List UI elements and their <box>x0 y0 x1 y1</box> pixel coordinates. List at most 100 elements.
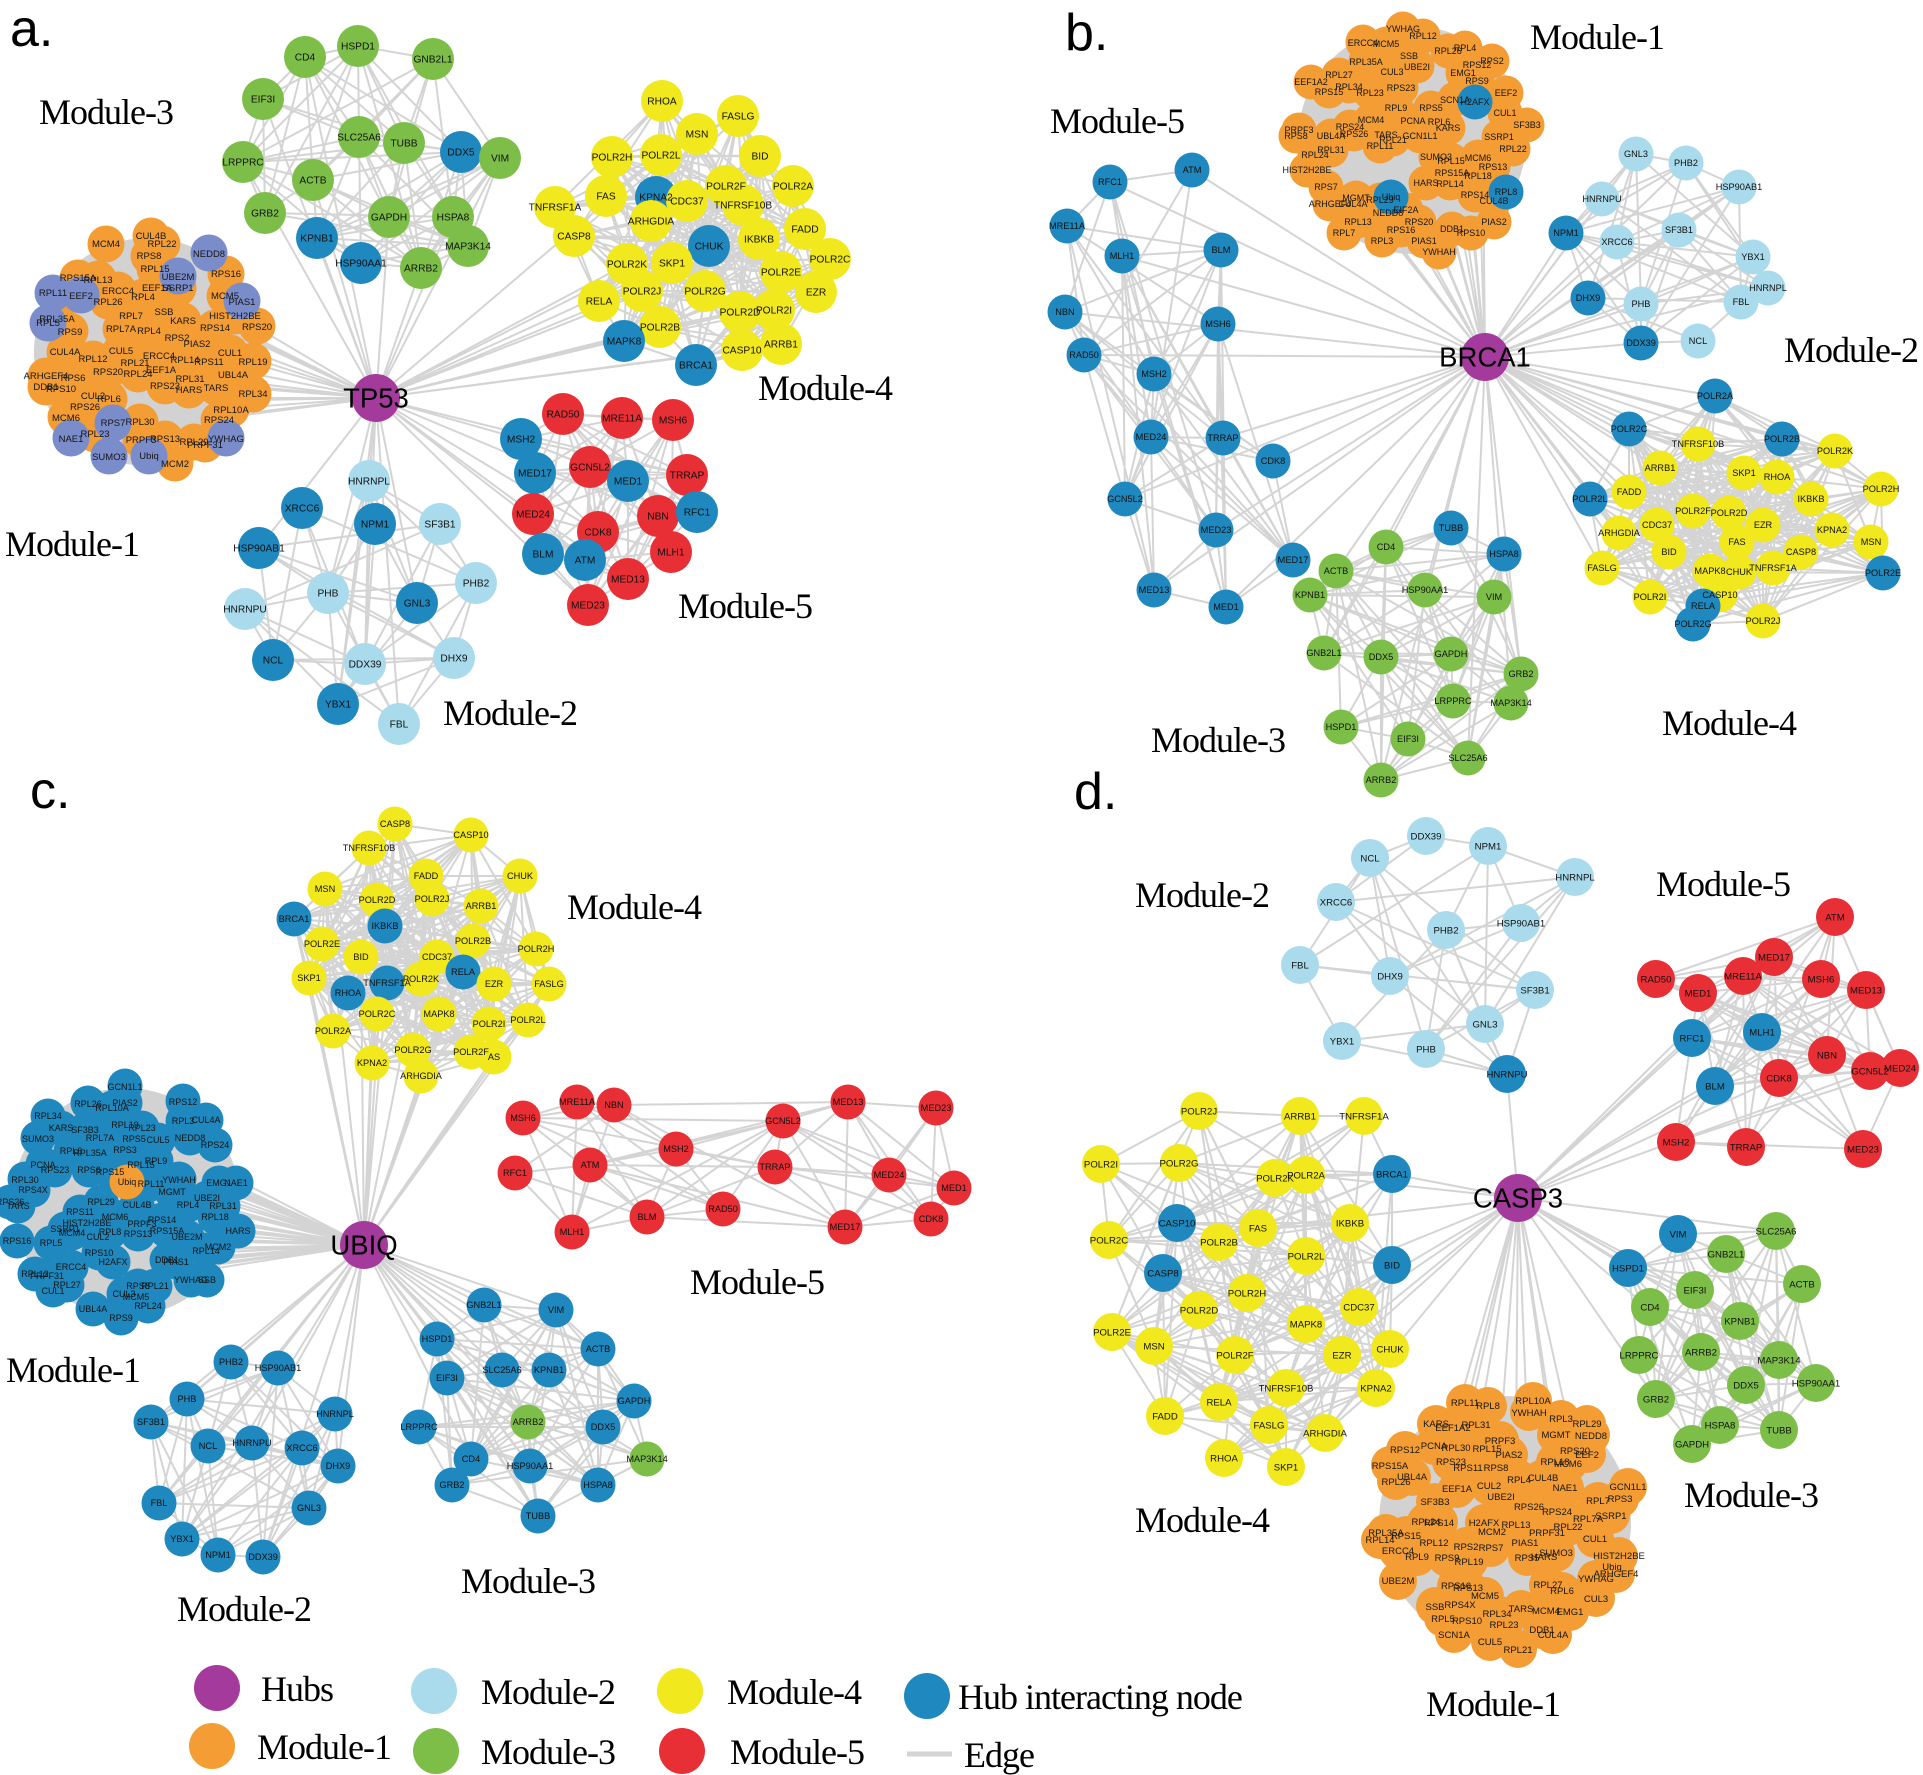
svg-text:ACTB: ACTB <box>586 1344 611 1354</box>
svg-text:XRCC6: XRCC6 <box>1320 897 1353 908</box>
svg-text:RPL10A: RPL10A <box>95 1103 129 1113</box>
svg-text:MCM6: MCM6 <box>52 413 80 424</box>
svg-text:Module-2: Module-2 <box>1784 330 1918 370</box>
svg-text:TRRAP: TRRAP <box>1207 433 1238 443</box>
svg-text:RPL35A: RPL35A <box>1349 57 1383 67</box>
svg-text:POLR2B: POLR2B <box>640 323 680 334</box>
svg-text:YBX1: YBX1 <box>1330 1036 1355 1047</box>
svg-text:Module-2: Module-2 <box>481 1672 615 1712</box>
svg-text:MSH6: MSH6 <box>510 1113 536 1123</box>
svg-text:POLR2B: POLR2B <box>1764 434 1800 444</box>
svg-text:RPS15A: RPS15A <box>60 273 97 284</box>
svg-text:DHX9: DHX9 <box>1576 293 1601 303</box>
svg-text:RPL15: RPL15 <box>1437 156 1465 166</box>
svg-text:HSPD1: HSPD1 <box>341 42 375 53</box>
svg-text:BID: BID <box>353 952 369 962</box>
svg-text:RPS2: RPS2 <box>165 333 190 344</box>
svg-text:HSP90AB1: HSP90AB1 <box>233 544 285 555</box>
svg-text:RPS26: RPS26 <box>1514 1502 1544 1513</box>
svg-text:MRE11A: MRE11A <box>559 1097 596 1107</box>
svg-text:SCN1A: SCN1A <box>1440 95 1470 105</box>
svg-text:MED1: MED1 <box>941 1183 967 1193</box>
svg-text:CASP8: CASP8 <box>380 819 410 829</box>
svg-text:POLR2C: POLR2C <box>1611 424 1648 434</box>
svg-text:CUL2: CUL2 <box>1477 1481 1501 1492</box>
svg-text:PRPF3: PRPF3 <box>127 1219 156 1229</box>
svg-text:POLR2H: POLR2H <box>518 944 555 954</box>
svg-text:GNB2L1: GNB2L1 <box>1306 648 1341 658</box>
svg-text:MCM6: MCM6 <box>1554 1459 1582 1470</box>
svg-text:HARS: HARS <box>225 1226 250 1236</box>
svg-text:CD4: CD4 <box>295 53 316 64</box>
svg-text:POLR2I: POLR2I <box>1084 1159 1118 1170</box>
svg-text:HNRNPL: HNRNPL <box>316 1409 354 1419</box>
svg-text:DDX39: DDX39 <box>349 660 382 671</box>
svg-text:XRCC6: XRCC6 <box>286 1443 317 1453</box>
svg-text:RPL7: RPL7 <box>1586 1496 1610 1507</box>
svg-text:TNFRSF1A: TNFRSF1A <box>1339 1111 1389 1122</box>
svg-text:HSPA8: HSPA8 <box>583 1480 612 1490</box>
svg-text:RHOA: RHOA <box>1210 1453 1238 1464</box>
svg-text:POLR2J: POLR2J <box>1746 616 1781 626</box>
svg-text:MED24: MED24 <box>874 1170 905 1180</box>
svg-text:RPL31: RPL31 <box>1317 145 1345 155</box>
svg-text:RPS20: RPS20 <box>1560 1446 1590 1457</box>
svg-text:MED1: MED1 <box>1213 602 1239 612</box>
svg-text:MAP3K14: MAP3K14 <box>626 1454 667 1464</box>
svg-text:SUMO3: SUMO3 <box>22 1134 54 1144</box>
svg-text:POLR2E: POLR2E <box>1093 1327 1131 1338</box>
svg-text:EIF3I: EIF3I <box>436 1373 458 1383</box>
svg-text:KARS: KARS <box>170 316 196 327</box>
svg-text:HNRNPL: HNRNPL <box>1749 283 1787 293</box>
svg-text:DHX9: DHX9 <box>1377 971 1403 982</box>
svg-text:RPS20: RPS20 <box>1405 217 1434 227</box>
svg-text:PIAS2: PIAS2 <box>1481 217 1507 227</box>
svg-text:CASP8: CASP8 <box>1786 547 1816 557</box>
svg-text:RPL8: RPL8 <box>99 1227 122 1237</box>
svg-text:SLC25A6: SLC25A6 <box>337 133 381 144</box>
svg-text:TNFRSF1A: TNFRSF1A <box>1749 563 1797 573</box>
svg-text:FADD: FADD <box>1152 1411 1178 1422</box>
svg-text:SF3B1: SF3B1 <box>137 1417 165 1427</box>
svg-text:RPS7: RPS7 <box>101 418 126 429</box>
svg-text:ARHGDIA: ARHGDIA <box>1598 528 1641 538</box>
svg-text:EIF3I: EIF3I <box>251 95 275 106</box>
svg-text:HSPD1: HSPD1 <box>422 1334 453 1344</box>
svg-text:MSN: MSN <box>315 884 335 894</box>
svg-text:RFC1: RFC1 <box>503 1168 527 1178</box>
svg-text:RPS16: RPS16 <box>211 269 241 280</box>
svg-text:RPL19: RPL19 <box>111 1120 139 1130</box>
svg-text:CASP3: CASP3 <box>1473 1183 1563 1214</box>
svg-text:RPL4: RPL4 <box>177 1200 200 1210</box>
svg-text:RPL11: RPL11 <box>1451 1398 1479 1409</box>
svg-text:PHB2: PHB2 <box>1433 925 1458 936</box>
svg-text:PRPF31: PRPF31 <box>187 440 223 451</box>
svg-text:CASP10: CASP10 <box>1159 1218 1196 1229</box>
svg-text:SLC25A6: SLC25A6 <box>1755 1226 1796 1237</box>
svg-text:MLH1: MLH1 <box>657 548 685 559</box>
svg-text:MSH2: MSH2 <box>1141 369 1167 379</box>
svg-text:CDC37: CDC37 <box>1343 1302 1374 1313</box>
svg-text:RPL12: RPL12 <box>78 354 107 365</box>
svg-text:EZR: EZR <box>1754 520 1773 530</box>
svg-text:BRCA1: BRCA1 <box>679 361 713 372</box>
svg-text:RPL5: RPL5 <box>1431 1614 1455 1625</box>
svg-text:RPS16: RPS16 <box>3 1236 32 1246</box>
svg-text:EZR: EZR <box>485 979 504 989</box>
svg-text:RPL7: RPL7 <box>119 311 143 322</box>
svg-text:MED1: MED1 <box>1685 988 1712 999</box>
svg-text:KPNB1: KPNB1 <box>300 234 334 245</box>
svg-text:RPL13: RPL13 <box>1501 1520 1530 1531</box>
svg-text:CUL4B: CUL4B <box>122 1200 151 1210</box>
svg-text:MSN: MSN <box>1143 1341 1164 1352</box>
svg-text:RPL14: RPL14 <box>1436 179 1464 189</box>
svg-text:POLR2K: POLR2K <box>607 260 647 271</box>
svg-text:CASP10: CASP10 <box>1702 590 1737 600</box>
svg-text:UBE2I: UBE2I <box>1487 1492 1514 1503</box>
svg-text:ATM: ATM <box>1183 165 1202 175</box>
svg-text:MSH6: MSH6 <box>1808 974 1835 985</box>
svg-text:CHUK: CHUK <box>1726 567 1753 577</box>
svg-text:DHX9: DHX9 <box>440 654 468 665</box>
svg-text:EEF1A2: EEF1A2 <box>1294 77 1328 87</box>
svg-text:CHUK: CHUK <box>1376 1344 1404 1355</box>
